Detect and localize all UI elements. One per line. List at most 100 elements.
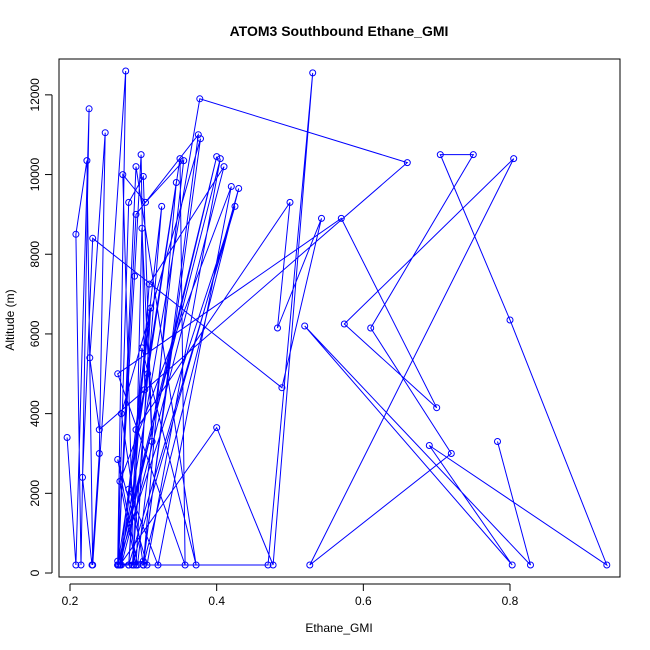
data-point bbox=[425, 442, 433, 449]
data-point bbox=[227, 183, 235, 190]
data-point bbox=[144, 370, 152, 378]
data-point bbox=[213, 153, 221, 161]
data-point bbox=[180, 157, 188, 165]
data-point bbox=[95, 426, 103, 434]
data-point bbox=[469, 151, 477, 159]
data-point bbox=[196, 95, 204, 103]
data-point bbox=[125, 198, 133, 206]
data-point bbox=[145, 280, 153, 288]
data-point bbox=[114, 557, 122, 565]
data-point bbox=[367, 324, 375, 332]
data-point bbox=[220, 163, 228, 171]
data-point bbox=[527, 561, 534, 569]
y-tick-label: 12000 bbox=[28, 78, 42, 112]
data-point bbox=[147, 304, 155, 312]
data-point bbox=[176, 155, 184, 163]
data-point bbox=[231, 202, 239, 210]
data-point bbox=[117, 410, 125, 418]
y-tick-label: 2000 bbox=[28, 480, 42, 507]
data-point bbox=[154, 561, 162, 569]
data-point bbox=[508, 561, 516, 569]
data-point bbox=[286, 198, 294, 206]
data-point bbox=[301, 322, 309, 330]
data-point bbox=[77, 561, 85, 569]
data-point bbox=[114, 561, 122, 569]
plot-frame bbox=[58, 58, 621, 578]
data-point bbox=[83, 157, 91, 165]
data-point bbox=[216, 155, 224, 163]
y-axis-label: Altitude (m) bbox=[3, 289, 17, 350]
data-point bbox=[510, 155, 518, 163]
data-point bbox=[125, 485, 133, 493]
x-axis-label: Ethane_GMI bbox=[305, 621, 372, 635]
data-point bbox=[264, 561, 272, 569]
data-point bbox=[403, 159, 411, 167]
y-tick-label: 0 bbox=[28, 569, 42, 576]
chart-title: ATOM3 Southbound Ethane_GMI bbox=[230, 23, 449, 39]
data-point bbox=[139, 557, 147, 565]
data-point bbox=[278, 384, 286, 392]
data-point bbox=[192, 561, 200, 569]
data-point bbox=[119, 171, 127, 179]
data-point bbox=[128, 561, 136, 569]
data-point bbox=[132, 163, 140, 171]
data-point bbox=[114, 456, 122, 463]
data-point bbox=[116, 561, 124, 569]
data-point bbox=[137, 151, 145, 159]
data-point bbox=[114, 370, 122, 378]
data-point bbox=[86, 354, 94, 362]
data-point bbox=[132, 561, 140, 569]
data-point bbox=[213, 424, 221, 432]
x-tick-label: 0.8 bbox=[502, 594, 519, 608]
data-point bbox=[172, 179, 180, 186]
data-point bbox=[436, 151, 444, 159]
data-point bbox=[158, 202, 166, 210]
data-point bbox=[139, 561, 147, 569]
data-point bbox=[142, 198, 149, 206]
x-tick-label: 0.4 bbox=[208, 594, 225, 608]
data-point bbox=[138, 344, 146, 352]
data-point bbox=[79, 473, 86, 481]
data-point bbox=[131, 272, 138, 280]
data-point bbox=[72, 561, 80, 569]
data-point bbox=[269, 561, 277, 569]
data-point bbox=[337, 214, 345, 222]
y-tick-label: 10000 bbox=[28, 158, 42, 192]
data-point bbox=[274, 324, 281, 332]
data-point bbox=[603, 561, 611, 569]
data-point bbox=[181, 561, 189, 569]
data-point bbox=[235, 185, 243, 192]
data-point bbox=[141, 386, 149, 394]
data-point bbox=[132, 210, 140, 218]
data-point bbox=[494, 438, 501, 445]
data-point bbox=[433, 404, 441, 412]
data-point bbox=[139, 173, 147, 180]
data-point bbox=[506, 316, 514, 324]
series-line bbox=[66, 70, 608, 567]
data-point bbox=[72, 230, 80, 238]
y-tick-label: 8000 bbox=[28, 241, 42, 268]
x-tick-label: 0.6 bbox=[355, 594, 372, 608]
data-point bbox=[101, 129, 109, 137]
data-point bbox=[132, 426, 140, 434]
data-point bbox=[194, 131, 202, 139]
data-point bbox=[63, 434, 71, 441]
data-point bbox=[318, 214, 325, 222]
data-point bbox=[306, 561, 314, 569]
data-point bbox=[309, 69, 317, 77]
data-point bbox=[122, 67, 130, 75]
data-point bbox=[95, 450, 103, 457]
data-point bbox=[116, 477, 124, 485]
data-point bbox=[88, 561, 96, 569]
x-tick-label: 0.2 bbox=[62, 594, 79, 608]
series-layer bbox=[63, 67, 611, 569]
data-point bbox=[143, 561, 151, 569]
data-point bbox=[197, 135, 204, 143]
y-tick-label: 6000 bbox=[28, 320, 42, 347]
data-point bbox=[148, 438, 156, 445]
data-point bbox=[447, 450, 455, 457]
y-tick-label: 4000 bbox=[28, 400, 42, 427]
y-axis: 0 2000 4000 6000 8000 10000 12000 bbox=[28, 78, 53, 576]
data-point bbox=[89, 234, 97, 242]
